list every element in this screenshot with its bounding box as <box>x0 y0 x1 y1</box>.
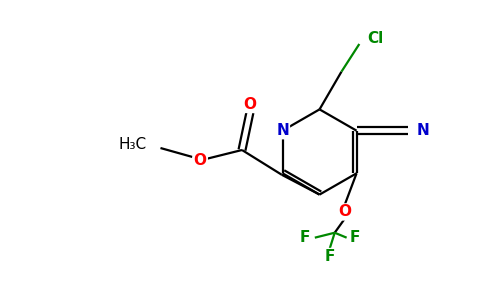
Text: F: F <box>349 230 360 245</box>
Text: F: F <box>300 230 310 245</box>
Text: F: F <box>325 249 335 264</box>
Text: Cl: Cl <box>367 31 383 46</box>
Text: H₃C: H₃C <box>119 136 147 152</box>
Text: N: N <box>276 123 289 138</box>
Text: O: O <box>243 97 257 112</box>
Text: O: O <box>338 204 351 219</box>
Text: O: O <box>194 153 207 168</box>
Text: N: N <box>416 123 429 138</box>
